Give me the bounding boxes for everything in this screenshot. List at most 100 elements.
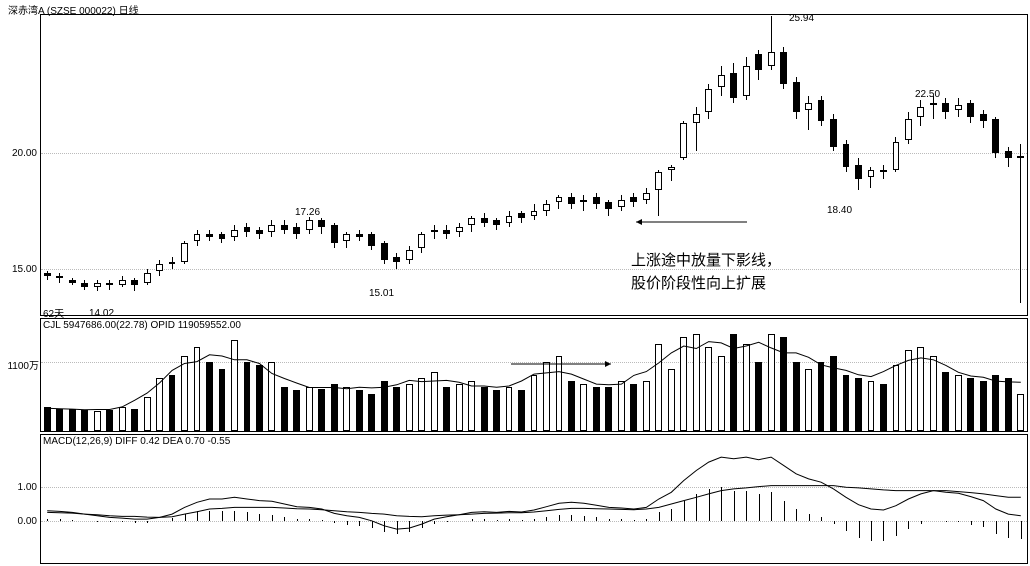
- macd-hist-bar: [334, 521, 335, 524]
- volume-bar: [955, 375, 962, 431]
- candle-body: [793, 82, 800, 112]
- candle-body: [605, 202, 612, 209]
- macd-hist-bar: [883, 521, 884, 541]
- candle-body: [843, 144, 850, 167]
- volume-bar: [930, 356, 937, 431]
- volume-bar: [206, 362, 213, 431]
- volume-bar: [456, 384, 463, 431]
- macd-hist-bar: [222, 511, 223, 520]
- macd-hist-bar: [671, 509, 672, 521]
- macd-hist-bar: [259, 514, 260, 521]
- volume-bar: [268, 362, 275, 431]
- macd-hist-bar: [871, 521, 872, 541]
- candle-body: [905, 119, 912, 140]
- volume-bar: [992, 375, 999, 431]
- volume-bar: [942, 372, 949, 431]
- volume-bar: [705, 347, 712, 431]
- candle-body: [169, 262, 176, 264]
- volume-bar: [543, 362, 550, 431]
- macd-hist-bar: [908, 521, 909, 529]
- macd-hist-bar: [434, 521, 435, 524]
- candle-wick: [434, 225, 435, 239]
- price-label: 18.40: [827, 205, 852, 216]
- macd-hist-bar: [110, 521, 111, 523]
- macd-hist-bar: [197, 511, 198, 520]
- candle-body: [743, 66, 750, 96]
- macd-hist-bar: [609, 519, 610, 521]
- macd-hist-bar: [634, 520, 635, 521]
- volume-bar: [468, 381, 475, 431]
- macd-hist-bar: [971, 521, 972, 525]
- candle-body: [356, 234, 363, 236]
- candle-body: [1017, 156, 1024, 158]
- volume-bar: [194, 347, 201, 431]
- volume-bar: [69, 409, 76, 431]
- volume-bar: [331, 384, 338, 431]
- macd-hist-bar: [621, 519, 622, 520]
- volume-bar: [306, 387, 313, 431]
- candle-body: [69, 280, 76, 282]
- candle-body: [992, 119, 999, 154]
- volume-bar: [580, 384, 587, 431]
- candle-body: [56, 276, 63, 278]
- macd-hist-bar: [983, 521, 984, 528]
- volume-bar: [181, 356, 188, 431]
- volume-bar: [381, 381, 388, 431]
- candle-body: [368, 234, 375, 246]
- candle-body: [643, 193, 650, 200]
- volume-bar: [418, 378, 425, 431]
- macd-hist-bar: [122, 521, 123, 523]
- macd-hist-bar: [359, 521, 360, 526]
- price-label: 17.26: [295, 207, 320, 218]
- volume-bar: [593, 387, 600, 431]
- macd-hist-bar: [734, 491, 735, 521]
- volume-panel: CJL 5947686.00(22.78) OPID 119059552.001…: [40, 318, 1028, 432]
- volume-bar: [843, 375, 850, 431]
- candle-body: [705, 89, 712, 112]
- candle-body: [406, 250, 413, 259]
- volume-bar: [755, 362, 762, 431]
- candle-body: [693, 114, 700, 123]
- candle-body: [718, 75, 725, 87]
- candle-body: [768, 52, 775, 66]
- volume-bar: [718, 356, 725, 431]
- volume-bar: [56, 409, 63, 432]
- candle-body: [980, 114, 987, 121]
- macd-hist-bar: [759, 494, 760, 521]
- candle-body: [281, 225, 288, 230]
- volume-bar: [256, 365, 263, 431]
- candle-body: [568, 197, 575, 204]
- candle-body: [219, 234, 226, 239]
- macd-hist-bar: [185, 514, 186, 521]
- candle-body: [942, 103, 949, 112]
- price-label: 22.50: [915, 89, 940, 100]
- price-label: 15.01: [369, 288, 394, 299]
- volume-bar: [131, 409, 138, 431]
- candle-body: [443, 230, 450, 235]
- volume-header: CJL 5947686.00(22.78) OPID 119059552.00: [43, 320, 241, 331]
- candle-wick: [1020, 144, 1021, 303]
- volume-bar: [94, 411, 101, 431]
- volume-bar: [443, 387, 450, 431]
- macd-hist-bar: [147, 521, 148, 523]
- macd-hist-bar: [60, 519, 61, 520]
- volume-bar: [680, 337, 687, 431]
- macd-hist-bar: [709, 489, 710, 521]
- volume-bar: [630, 384, 637, 431]
- volume-bar: [343, 387, 350, 431]
- macd-header: MACD(12,26,9) DIFF 0.42 DEA 0.70 -0.55: [43, 436, 230, 447]
- volume-bar: [905, 350, 912, 431]
- price-panel: 15.0020.0062天14.0217.2615.0125.9418.4022…: [40, 14, 1028, 316]
- volume-bar: [967, 378, 974, 431]
- macd-hist-bar: [322, 520, 323, 521]
- volume-bar: [1017, 394, 1024, 431]
- candle-body: [418, 234, 425, 248]
- volume-bar: [568, 381, 575, 431]
- candle-body: [967, 103, 974, 117]
- macd-hist-bar: [784, 501, 785, 521]
- candle-body: [730, 73, 737, 98]
- candle-body: [593, 197, 600, 204]
- macd-hist-bar: [534, 519, 535, 521]
- candle-body: [268, 225, 275, 232]
- macd-hist-bar: [958, 521, 959, 523]
